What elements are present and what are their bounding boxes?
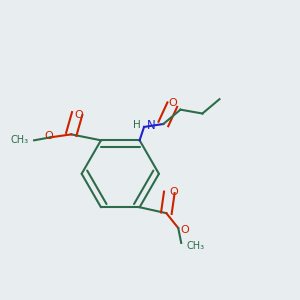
Text: O: O [74, 110, 83, 120]
Text: O: O [169, 188, 178, 197]
Text: N: N [146, 119, 155, 132]
Text: CH₃: CH₃ [187, 241, 205, 251]
Text: O: O [45, 131, 53, 141]
Text: H: H [133, 121, 141, 130]
Text: O: O [169, 98, 178, 108]
Text: O: O [181, 224, 189, 235]
Text: CH₃: CH₃ [10, 135, 28, 145]
